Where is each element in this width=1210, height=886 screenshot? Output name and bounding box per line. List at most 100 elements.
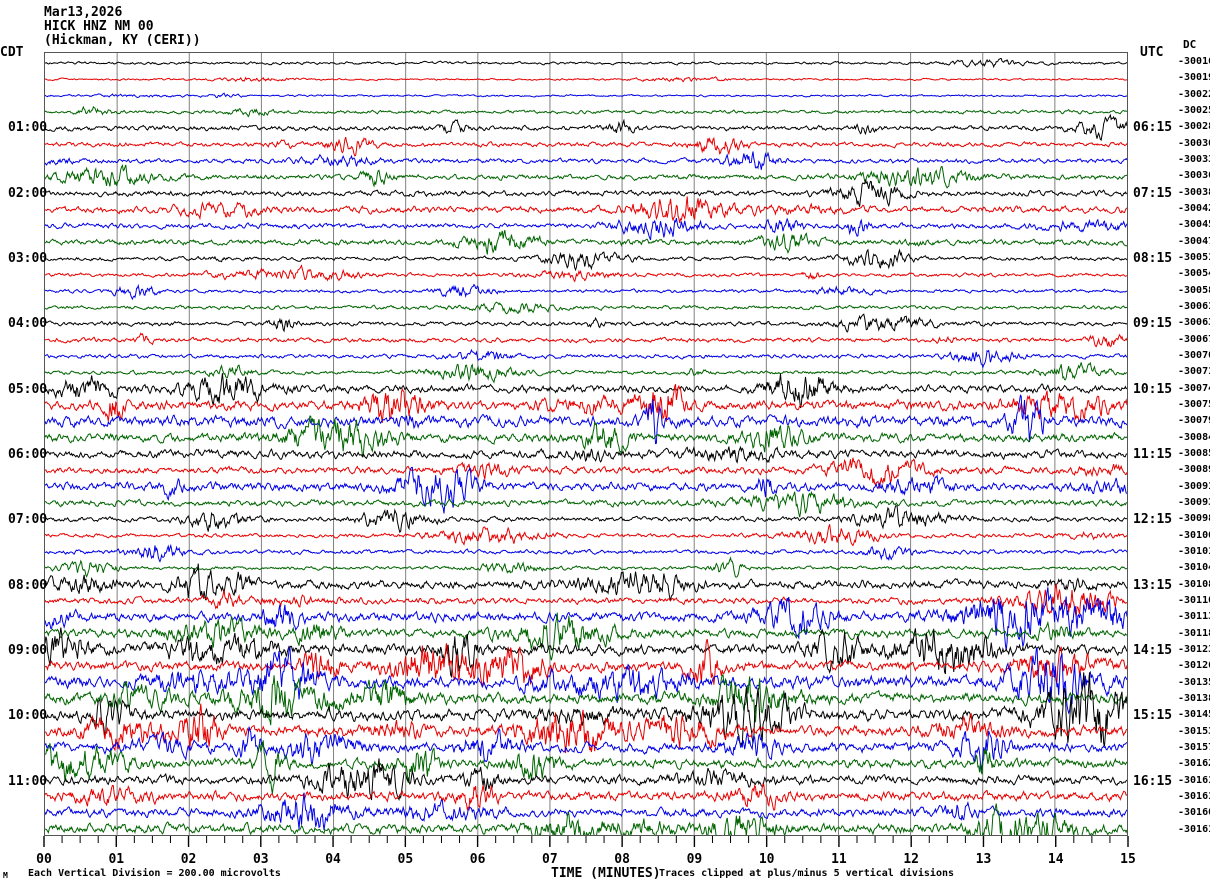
right-time-label: 16:15 [1133,773,1173,789]
trace-line [45,151,1127,170]
trace-line [45,76,1127,83]
trace-line [45,524,1127,547]
trace-line [45,490,1127,518]
left-time-label: 08:00 [8,577,48,593]
left-time-label: 05:00 [8,381,48,397]
trace-line [45,196,1127,224]
seismogram-plot-area[interactable] [44,52,1128,836]
dc-offset-label: -30075 [1178,399,1210,411]
left-time-label: 01:00 [8,120,48,136]
trace-line [45,229,1127,255]
left-time-label: 04:00 [8,316,48,332]
dc-offset-label: -30161 [1178,791,1210,803]
trace-line [45,313,1127,333]
trace-line [45,457,1127,489]
dc-offset-label: -30033 [1178,154,1210,166]
x-tick-label: 05 [397,852,414,867]
x-tick-label: 14 [1047,852,1064,867]
trace-line [45,782,1127,812]
trace-line [45,415,1127,458]
dc-offset-label: -30079 [1178,415,1210,427]
trace-line [45,301,1127,315]
dc-offset-label: -30110 [1178,595,1210,607]
x-tick-label: 09 [686,852,703,867]
x-tick-label: 02 [180,852,197,867]
x-axis-title: TIME (MINUTES) [551,866,661,881]
trace-line [45,803,1127,835]
x-tick-label: 04 [325,852,341,867]
scale-note: Each Vertical Division = 200.00 microvol… [28,868,281,879]
trace-line [45,348,1127,369]
trace-line [45,283,1127,301]
dc-offset-label: -30123 [1178,644,1210,656]
dc-offset-label: -30157 [1178,742,1210,754]
dc-offset-label: -30038 [1178,186,1210,198]
trace-line [45,672,1127,747]
dc-offset-label: -30051 [1178,252,1210,264]
dc-offset-label: -30098 [1178,513,1210,525]
trace-line [45,445,1127,464]
corner-mark: M [3,871,8,880]
trace-line [45,361,1127,384]
dc-offset-label: -30019 [1178,72,1210,84]
left-time-label: 06:00 [8,447,48,463]
dc-offset-label: -30071 [1178,366,1210,378]
trace-line [45,373,1127,409]
dc-offset-label: -30047 [1178,235,1210,247]
x-tick-label: 12 [903,852,920,867]
left-time-label: 10:00 [8,708,48,724]
dc-offset-label: -30161 [1178,774,1210,786]
trace-line [45,179,1127,208]
right-time-label: 14:15 [1133,643,1173,659]
dc-offset-label: -30113 [1178,611,1210,623]
right-time-label: 10:15 [1133,381,1173,397]
seismogram-traces [45,57,1127,835]
left-time-label: 07:00 [8,512,48,528]
x-tick-label: 07 [542,852,558,867]
left-timezone-label: CDT [0,45,24,60]
header-station-name: (Hickman, KY (CERI)) [44,33,201,48]
dc-offset-label: -30036 [1178,170,1210,182]
dc-offset-label: -30118 [1178,627,1210,639]
left-time-label: 02:00 [8,185,48,201]
dc-offset-label: -30054 [1178,268,1210,280]
dc-offset-label: -30084 [1178,431,1210,443]
trace-line [45,674,1127,726]
dc-offset-label: -30093 [1178,497,1210,509]
right-timezone-label: UTC [1140,45,1164,60]
x-tick-label: 15 [1120,852,1136,867]
x-axis-tick-labels: 00 01 02 03 04 05 06 07 08 09 10 11 12 13 14 15 [0,836,1210,868]
x-tick-label: 08 [614,852,630,867]
trace-line [45,57,1127,69]
trace-line [45,563,1127,603]
dc-offset-label: -30126 [1178,660,1210,672]
dc-offset-label: -30100 [1178,529,1210,541]
x-tick-label: 00 [36,852,52,867]
trace-line [45,638,1127,687]
dc-offset-label: -30016 [1178,56,1210,68]
trace-line [45,583,1127,617]
trace-line [45,726,1127,772]
dc-offset-label: -30028 [1178,121,1210,133]
x-axis-ticks [43,836,1129,847]
left-time-label: 11:00 [8,773,48,789]
dc-offset-label: -30045 [1178,219,1210,231]
dc-offset-label: -30025 [1178,105,1210,117]
right-time-label: 12:15 [1133,512,1173,528]
dc-offset-label: -30135 [1178,676,1210,688]
right-time-label: 09:15 [1133,316,1173,332]
trace-line [45,113,1127,142]
header-station-code: HICK HNZ NM 00 [44,19,154,34]
x-tick-label: 06 [469,852,486,867]
dc-offset-label: -30042 [1178,203,1210,215]
trace-line [45,505,1127,534]
left-time-label: 03:00 [8,251,48,267]
x-tick-label: 10 [758,852,775,867]
dc-offset-label: -30067 [1178,333,1210,345]
x-tick-label: 11 [831,852,847,867]
trace-line [45,612,1127,661]
dc-offset-label: -30101 [1178,546,1210,558]
trace-line [45,466,1127,514]
right-time-label: 06:15 [1133,120,1173,136]
right-time-label: 15:15 [1133,708,1173,724]
